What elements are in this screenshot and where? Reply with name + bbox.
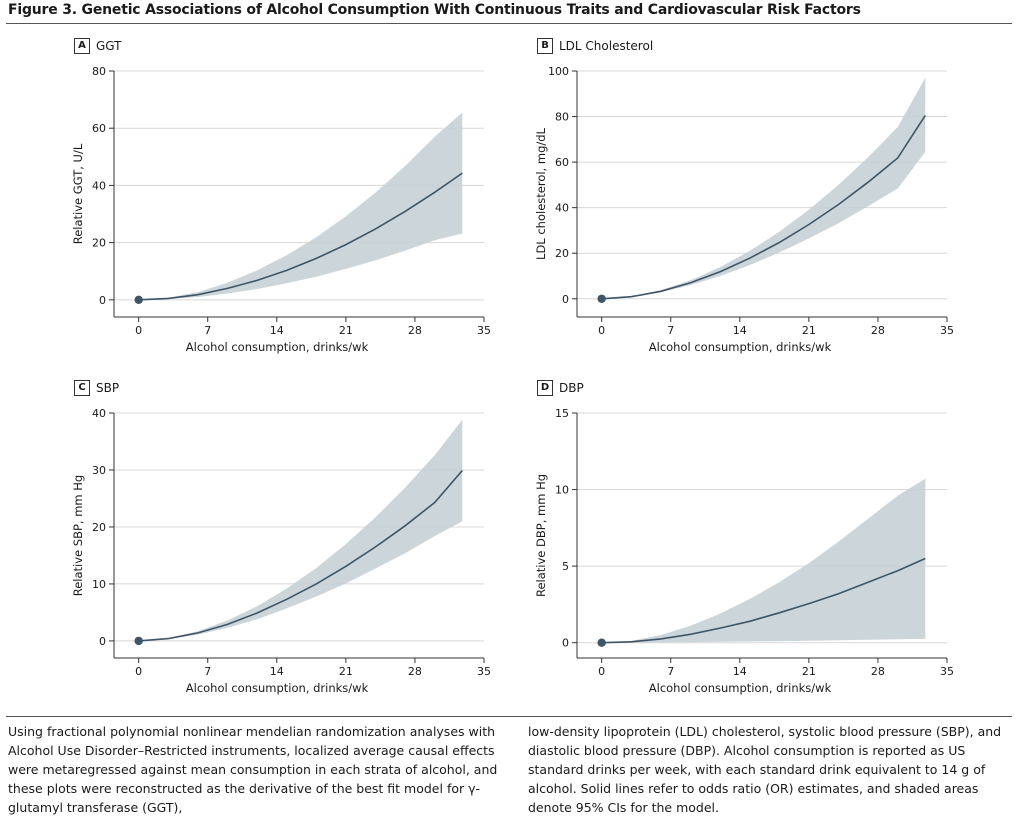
x-tick-label: 7 [667, 324, 674, 337]
x-tick-label: 0 [135, 665, 142, 678]
origin-point [597, 638, 606, 647]
x-tick-label: 14 [270, 665, 284, 678]
estimate-line [601, 557, 926, 644]
panel-c-letter: C [74, 380, 90, 396]
x-tick-label: 35 [477, 324, 491, 337]
x-tick-label: 14 [270, 324, 284, 337]
y-tick-label: 80 [555, 111, 569, 124]
y-tick-label: 20 [92, 237, 106, 250]
panel-c-name: SBP [96, 381, 120, 395]
panel-b-letter: B [537, 38, 553, 54]
y-tick-label: 0 [99, 294, 106, 307]
x-tick-label: 14 [733, 665, 747, 678]
estimate-line [601, 114, 926, 300]
origin-point [134, 295, 143, 305]
y-tick-label: 10 [92, 578, 106, 591]
top-rule [6, 23, 1012, 24]
x-tick-label: 35 [940, 324, 954, 337]
y-tick-label: 60 [555, 156, 569, 169]
x-tick-label: 7 [204, 665, 211, 678]
x-axis-label: Alcohol consumption, drinks/wk [186, 340, 369, 354]
x-tick-label: 21 [802, 665, 816, 678]
caption-rule [6, 716, 1012, 717]
x-tick-label: 14 [733, 324, 747, 337]
x-tick-label: 21 [802, 324, 816, 337]
y-axis-label: Relative GGT, U/L [71, 143, 85, 244]
origin-point [134, 636, 143, 646]
ci-band [601, 478, 926, 643]
x-tick-label: 28 [871, 665, 885, 678]
y-tick-label: 5 [562, 560, 569, 573]
y-tick-label: 30 [92, 464, 106, 477]
x-tick-label: 28 [408, 324, 422, 337]
x-tick-label: 28 [408, 665, 422, 678]
x-tick-label: 7 [204, 324, 211, 337]
y-tick-label: 100 [548, 65, 569, 78]
x-axis-label: Alcohol consumption, drinks/wk [649, 681, 832, 695]
x-tick-label: 0 [598, 324, 605, 337]
y-tick-label: 0 [562, 637, 569, 650]
ci-band [138, 112, 463, 300]
caption-right: low-density lipoprotein (LDL) cholestero… [528, 724, 1002, 815]
panel-a-letter: A [74, 38, 90, 54]
figure-title: Figure 3. Genetic Associations of Alcoho… [8, 2, 861, 18]
x-axis-label: Alcohol consumption, drinks/wk [649, 340, 832, 354]
y-tick-label: 15 [555, 407, 569, 420]
y-tick-label: 20 [555, 247, 569, 260]
panel-d-name: DBP [559, 381, 584, 395]
x-tick-label: 35 [477, 665, 491, 678]
x-tick-label: 35 [940, 665, 954, 678]
y-axis-label: LDL cholesterol, mg/dL [534, 127, 548, 260]
panel-a-name: GGT [96, 39, 122, 53]
x-tick-label: 7 [667, 665, 674, 678]
origin-point [597, 294, 606, 303]
y-tick-label: 40 [555, 202, 569, 215]
y-tick-label: 80 [92, 65, 106, 78]
x-tick-label: 0 [135, 324, 142, 337]
x-tick-label: 0 [598, 665, 605, 678]
y-tick-label: 0 [562, 293, 569, 306]
y-axis-label: Relative SBP, mm Hg [71, 475, 85, 596]
x-tick-label: 21 [339, 324, 353, 337]
y-tick-label: 40 [92, 179, 106, 192]
y-tick-label: 0 [99, 635, 106, 648]
panel-d-letter: D [537, 380, 553, 396]
y-tick-label: 20 [92, 521, 106, 534]
x-axis-label: Alcohol consumption, drinks/wk [186, 681, 369, 695]
x-tick-label: 28 [871, 324, 885, 337]
caption-left: Using fractional polynomial nonlinear me… [8, 724, 498, 815]
estimate-line [138, 469, 463, 642]
y-tick-label: 40 [92, 407, 106, 420]
y-tick-label: 60 [92, 122, 106, 135]
y-tick-label: 10 [555, 484, 569, 497]
panel-b-name: LDL Cholesterol [559, 39, 654, 53]
y-axis-label: Relative DBP, mm Hg [534, 474, 548, 597]
x-tick-label: 21 [339, 665, 353, 678]
estimate-line [138, 172, 463, 301]
